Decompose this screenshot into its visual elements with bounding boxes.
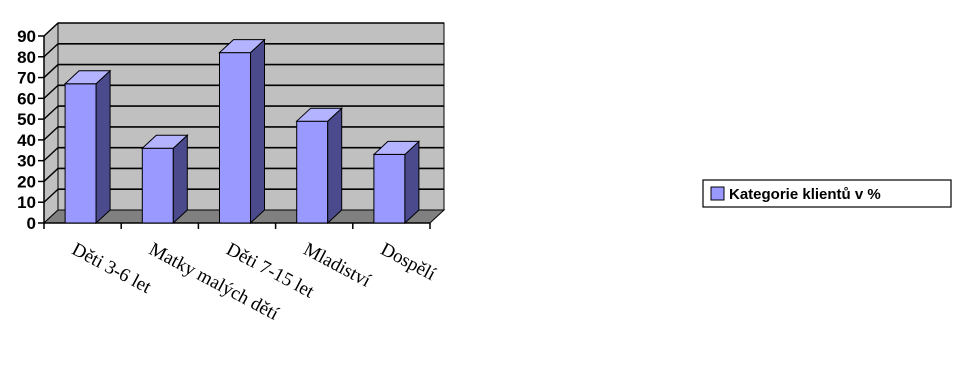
x-tick-label: Matky malých dětí <box>145 239 282 325</box>
bar-side <box>172 134 188 225</box>
bars <box>63 38 421 225</box>
y-tick-label: 0 <box>27 214 36 233</box>
bar-front <box>219 52 251 224</box>
legend-swatch <box>710 186 725 201</box>
bar <box>218 38 266 225</box>
y-tick-label: 40 <box>17 131 36 150</box>
gridline-side <box>43 147 59 162</box>
bar-top <box>141 134 189 149</box>
gridline-side <box>43 22 59 37</box>
bar-top <box>295 107 343 122</box>
legend-label: Kategorie klientů v % <box>729 186 881 203</box>
bar-front <box>373 153 406 224</box>
gridline-side <box>43 84 59 99</box>
bar-front <box>64 83 97 224</box>
y-tick-label: 10 <box>17 193 36 212</box>
bar-side <box>95 69 111 225</box>
y-tick-label: 50 <box>17 110 36 129</box>
bar-top <box>63 70 112 85</box>
bar-side <box>404 140 420 225</box>
bar-front <box>141 147 174 224</box>
bar <box>141 134 189 225</box>
y-tick-label: 20 <box>17 172 36 191</box>
x-tick-label: Dospělí <box>377 239 440 286</box>
gridline-side <box>43 126 59 141</box>
legend: Kategorie klientů v % <box>702 179 952 208</box>
gridline-side <box>43 43 59 58</box>
bar-side <box>327 107 343 225</box>
gridline-side <box>43 167 59 182</box>
gridline-side <box>43 188 59 203</box>
y-tick-label: 70 <box>17 69 36 88</box>
y-tick-label: 90 <box>17 27 36 46</box>
legend-box <box>702 179 952 208</box>
y-tick-label: 30 <box>17 152 36 171</box>
bar <box>295 107 343 225</box>
bar-side <box>250 38 265 225</box>
gridline-side <box>43 105 59 120</box>
x-tick-label: Děti 3-6 let <box>68 239 155 299</box>
y-tick-label: 80 <box>17 48 36 67</box>
bar-top <box>372 140 421 155</box>
bar <box>372 140 421 225</box>
side-wall <box>43 21 59 225</box>
bar <box>63 69 112 225</box>
y-tick-label: 60 <box>17 89 36 108</box>
bar-front <box>296 120 329 224</box>
gridline-side <box>43 64 59 79</box>
bar-top <box>218 39 266 54</box>
